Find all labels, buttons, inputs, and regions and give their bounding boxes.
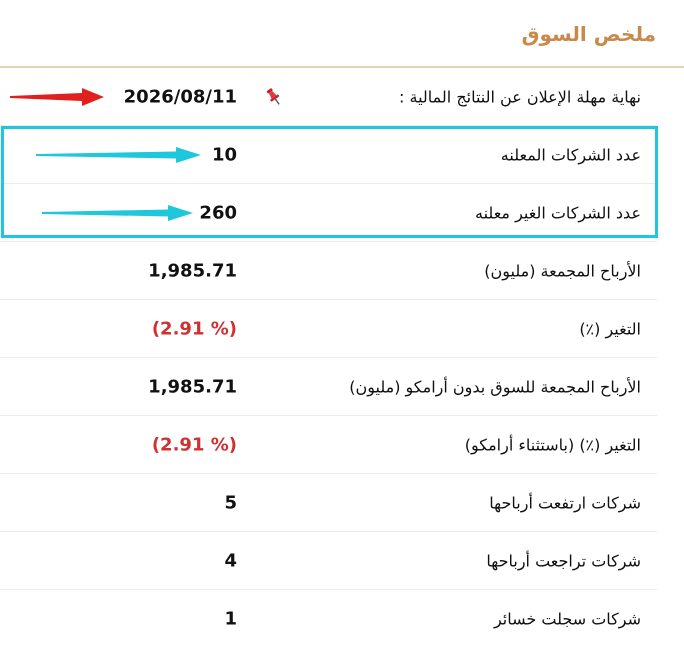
row-value: 2026/08/11 <box>123 86 237 107</box>
row-label: نهاية مهلة الإعلان عن النتائج المالية : <box>399 87 641 106</box>
row-label: التغير (٪) (باستثناء أرامكو) <box>464 435 641 454</box>
cyan-arrow-icon <box>42 204 193 221</box>
pushpin-icon <box>266 87 280 105</box>
row-label: الأرباح المجمعة للسوق بدون أرامكو (مليون… <box>349 377 641 396</box>
row-label: عدد الشركات المعلنه <box>500 145 641 164</box>
row-value: 1 <box>224 608 237 630</box>
row-value: 10 <box>211 144 237 165</box>
row-label: شركات تراجعت أرباحها <box>486 551 641 570</box>
summary-header: ملخص السوق <box>0 0 684 68</box>
row-value: (2.91 %) <box>151 434 237 455</box>
row-label: التغير (٪) <box>579 319 641 338</box>
row-losses-recorded: شركات سجلت خسائر 1 <box>0 590 657 648</box>
row-aggregate-profits: الأرباح المجمعة (مليون) 1,985.71 <box>0 242 657 300</box>
row-label: عدد الشركات الغير معلنه <box>475 203 641 222</box>
row-value: 5 <box>224 492 237 513</box>
row-value: 4 <box>224 550 237 571</box>
row-value: 260 <box>199 202 237 223</box>
red-arrow-icon <box>10 87 104 106</box>
row-profits-excl-aramco: الأرباح المجمعة للسوق بدون أرامكو (مليون… <box>0 358 657 416</box>
row-change-percent: التغير (٪) (2.91 %) <box>0 300 657 358</box>
page-title: ملخص السوق <box>521 22 656 46</box>
row-value: (2.91 %) <box>151 318 237 339</box>
row-announced-companies: عدد الشركات المعلنه 10 <box>0 126 657 184</box>
row-label: الأرباح المجمعة (مليون) <box>484 261 641 280</box>
row-profits-decreased: شركات تراجعت أرباحها 4 <box>0 532 657 590</box>
row-value: 1,985.71 <box>148 260 237 281</box>
row-label: شركات سجلت خسائر <box>493 609 641 629</box>
row-value: 1,985.71 <box>148 376 237 397</box>
row-label: شركات ارتفعت أرباحها <box>489 493 641 512</box>
row-change-excl-aramco: التغير (٪) (باستثناء أرامكو) (2.91 %) <box>0 416 657 474</box>
cyan-arrow-icon <box>36 146 201 163</box>
row-deadline: نهاية مهلة الإعلان عن النتائج المالية : … <box>0 68 657 126</box>
row-unannounced-companies: عدد الشركات الغير معلنه 260 <box>0 184 657 242</box>
row-profits-increased: شركات ارتفعت أرباحها 5 <box>0 474 657 532</box>
